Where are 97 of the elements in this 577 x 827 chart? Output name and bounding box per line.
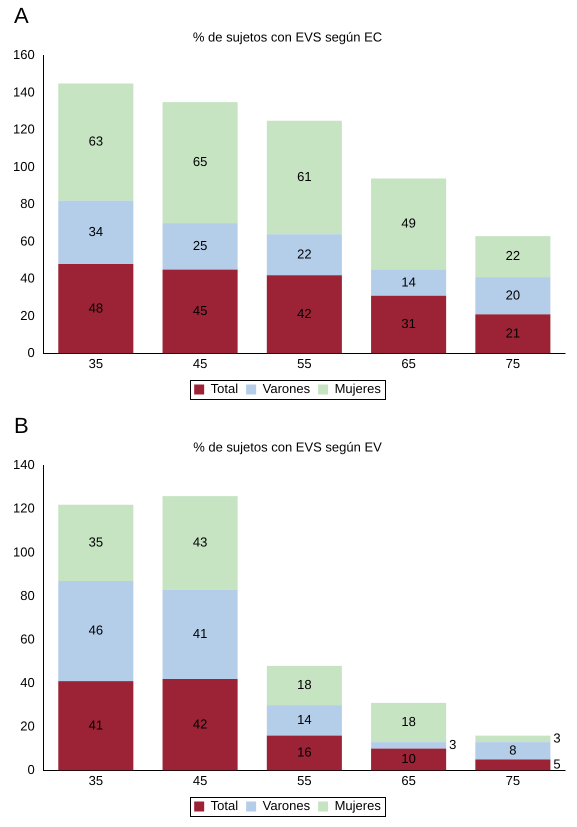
y-tick-label: 120 — [12, 500, 35, 516]
bar — [58, 264, 134, 354]
bar — [266, 120, 342, 234]
y-tick-label: 60 — [20, 631, 35, 646]
data-label: 63 — [88, 134, 104, 149]
x-tick-label: 45 — [192, 772, 208, 788]
bar — [475, 760, 550, 770]
y-tick-label: 100 — [12, 544, 35, 560]
x-tick-label: 65 — [401, 772, 416, 788]
bar — [58, 84, 134, 201]
bar — [371, 296, 446, 354]
bar — [162, 102, 238, 224]
bar — [266, 275, 342, 354]
data-label: 21 — [506, 325, 520, 340]
y-tick-label: 40 — [20, 270, 35, 286]
x-tick-label: 55 — [297, 772, 312, 788]
bar — [475, 736, 550, 742]
data-label: 5 — [553, 756, 561, 772]
bar — [162, 223, 238, 270]
data-label: 43 — [192, 534, 208, 550]
bar — [266, 666, 342, 706]
data-label: 34 — [88, 224, 104, 239]
x-tick-label: 35 — [88, 772, 104, 788]
data-label: 3 — [553, 730, 561, 746]
bar — [58, 580, 134, 682]
bar — [371, 702, 446, 742]
data-label: 10 — [401, 751, 416, 766]
data-label: 14 — [401, 274, 416, 290]
y-tick-label: 20 — [20, 718, 35, 734]
y-tick-label: 160 — [12, 47, 35, 62]
legend-label: Varones — [262, 798, 311, 814]
bar — [371, 270, 446, 296]
data-label: 22 — [506, 248, 520, 264]
legend-label: Varones — [262, 381, 311, 396]
text: B — [14, 413, 29, 438]
data-label: 16 — [297, 744, 312, 760]
bar — [266, 705, 342, 736]
y-tick-label: 140 — [12, 84, 35, 100]
data-label: 31 — [401, 316, 416, 332]
bar — [371, 748, 446, 770]
y-tick-label: 40 — [20, 674, 35, 690]
x-tick-label: 65 — [401, 356, 416, 371]
bar — [371, 742, 446, 749]
bar — [162, 270, 238, 354]
data-label: 49 — [401, 216, 416, 231]
bar — [58, 200, 134, 264]
data-label: 8 — [509, 742, 516, 758]
y-tick-label: 60 — [20, 233, 35, 248]
x-tick-label: 35 — [88, 356, 104, 371]
data-label: 46 — [88, 622, 104, 638]
data-label: 65 — [192, 154, 208, 170]
bar — [475, 742, 550, 760]
x-tick-label: 75 — [506, 772, 520, 788]
data-label: 41 — [192, 626, 208, 641]
legend-label: Total — [210, 381, 238, 396]
x-tick-label: 55 — [297, 356, 312, 371]
bar — [475, 236, 550, 278]
bar — [162, 678, 238, 770]
bar — [162, 590, 238, 679]
data-label: 61 — [297, 169, 312, 184]
y-tick-label: 140 — [12, 457, 35, 472]
x-tick-label: 75 — [506, 356, 520, 371]
y-tick-label: 100 — [12, 158, 35, 174]
data-label: 35 — [88, 534, 104, 550]
data-label: 25 — [192, 238, 208, 253]
data-label: 18 — [401, 714, 416, 730]
bar — [475, 314, 550, 354]
data-label: 18 — [297, 677, 312, 692]
data-label: 45 — [192, 303, 208, 318]
bar — [371, 178, 446, 270]
y-tick-label: 0 — [27, 344, 35, 360]
data-label: 42 — [192, 716, 208, 732]
text: A — [14, 3, 29, 28]
bar — [266, 234, 342, 276]
data-label: 14 — [297, 712, 312, 727]
data-label: 48 — [88, 300, 104, 316]
chart-title: % de sujetos con EVS según EV — [193, 439, 382, 454]
chart-title: % de sujetos con EVS según EC — [192, 29, 382, 44]
data-label: 22 — [297, 246, 312, 262]
y-tick-label: 120 — [12, 122, 35, 137]
data-label: 41 — [88, 717, 104, 732]
data-label: 42 — [297, 306, 312, 321]
data-label: 20 — [506, 287, 520, 302]
y-tick-label: 80 — [20, 588, 35, 603]
legend-label: Mujeres — [334, 381, 382, 396]
y-tick-label: 0 — [27, 762, 35, 777]
data-label: 3 — [449, 736, 456, 752]
bar — [475, 277, 550, 314]
x-tick-label: 45 — [192, 356, 208, 371]
y-tick-label: 20 — [20, 308, 35, 323]
y-tick-label: 80 — [20, 196, 35, 212]
bar — [58, 504, 134, 581]
bar — [162, 496, 238, 590]
legend-label: Total — [210, 798, 238, 814]
bar — [58, 681, 134, 770]
bar — [266, 736, 342, 770]
legend-label: Mujeres — [334, 798, 382, 814]
